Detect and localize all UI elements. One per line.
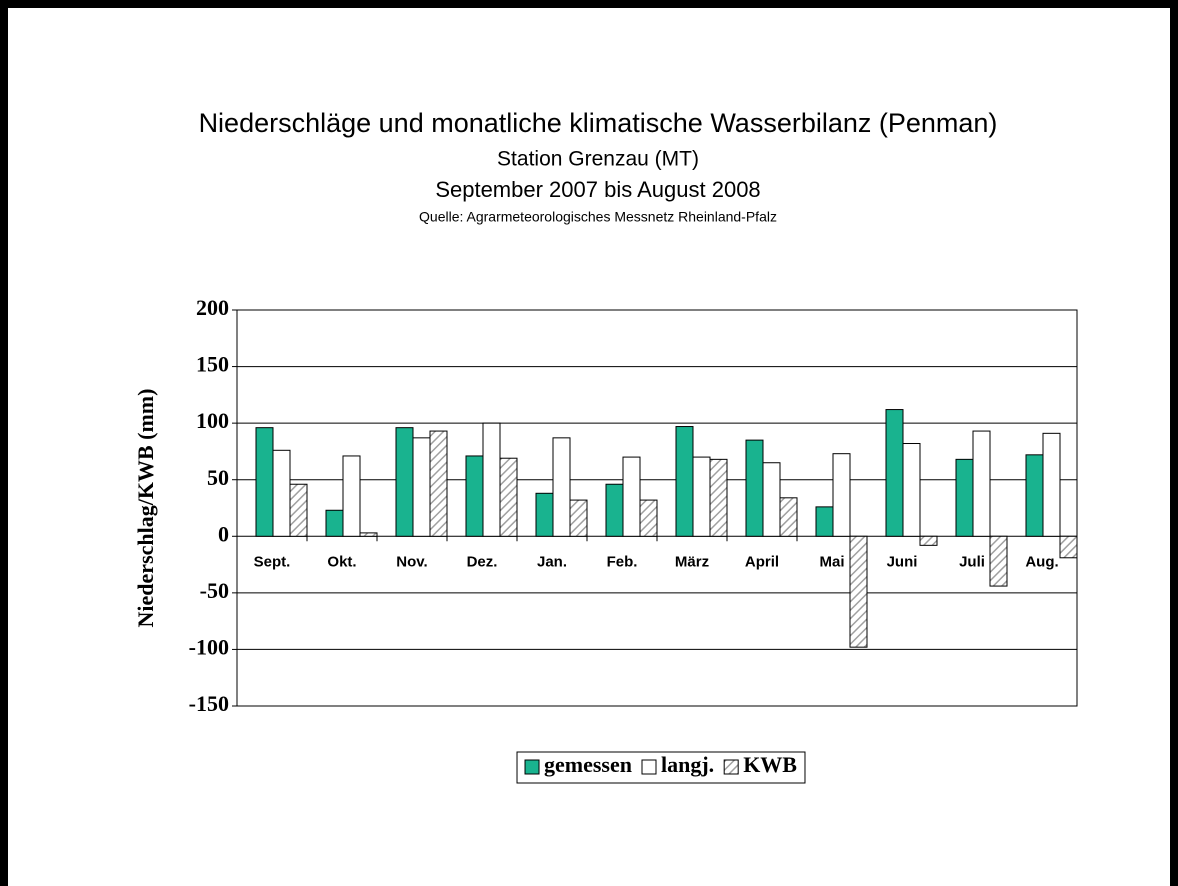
- legend-swatch: [524, 759, 540, 775]
- bar: [465, 455, 484, 537]
- plot-border: [236, 309, 1078, 707]
- x-tick-label: Juni: [887, 553, 918, 570]
- bar: [605, 483, 624, 537]
- bar: [499, 457, 518, 537]
- y-tick-label: -50: [200, 578, 229, 603]
- x-tick-label: März: [675, 553, 709, 570]
- bar: [255, 427, 274, 537]
- bar: [762, 462, 781, 537]
- x-tick-label: Mai: [819, 553, 844, 570]
- x-tick-label: Sept.: [254, 553, 291, 570]
- x-tick-label: Feb.: [607, 553, 638, 570]
- bar: [342, 455, 361, 537]
- x-tick-label: Nov.: [396, 553, 427, 570]
- x-tick-label: Jan.: [537, 553, 567, 570]
- x-tick-label: Okt.: [327, 553, 356, 570]
- x-tick-label: Aug.: [1025, 553, 1058, 570]
- y-tick-label: 200: [196, 295, 229, 320]
- bar: [692, 456, 711, 537]
- bar: [325, 509, 344, 537]
- bar: [429, 430, 448, 537]
- bar: [1042, 432, 1061, 537]
- chart-subtitle: September 2007 bis August 2008: [435, 177, 760, 202]
- bar: [272, 449, 291, 537]
- y-tick-label: 0: [218, 521, 229, 546]
- bar: [779, 497, 798, 537]
- legend-label: KWB: [743, 752, 797, 777]
- bar: [622, 456, 641, 537]
- bar: [1025, 454, 1044, 537]
- y-tick-label: 100: [196, 408, 229, 433]
- y-tick-label: 150: [196, 352, 229, 377]
- bar: [359, 532, 378, 537]
- y-tick-label: 50: [207, 465, 229, 490]
- x-tick-label: Juli: [959, 553, 985, 570]
- bar: [1059, 535, 1078, 559]
- bar: [955, 458, 974, 537]
- bar: [639, 499, 658, 537]
- bar: [902, 443, 921, 537]
- chart-title: Niederschläge und monatliche klimatische…: [199, 108, 998, 138]
- bar: [709, 458, 728, 537]
- y-axis-label: Niederschlag/KWB (mm): [133, 389, 158, 628]
- bar: [919, 535, 938, 546]
- x-tick-label: April: [745, 553, 779, 570]
- bar: [745, 439, 764, 537]
- y-tick-label: -100: [189, 634, 229, 659]
- chart-source: Quelle: Agrarmeteorologisches Messnetz R…: [419, 209, 777, 225]
- bar: [289, 483, 308, 537]
- bar: [832, 453, 851, 537]
- y-tick-label: -150: [189, 691, 229, 716]
- bar: [815, 506, 834, 537]
- bar: [412, 437, 431, 537]
- bar: [675, 426, 694, 537]
- bar: [569, 499, 588, 537]
- legend-label: langj.: [661, 752, 714, 777]
- bar: [885, 409, 904, 537]
- legend-swatch: [641, 759, 657, 775]
- legend-swatch: [723, 759, 739, 775]
- legend-label: gemessen: [544, 752, 632, 777]
- bar: [552, 437, 571, 537]
- x-tick-label: Dez.: [467, 553, 498, 570]
- bar: [849, 535, 868, 648]
- legend-box: [516, 751, 806, 784]
- bar: [395, 427, 414, 537]
- bar: [535, 492, 554, 537]
- bar: [482, 422, 501, 537]
- chart-subtitle: Station Grenzau (MT): [497, 148, 699, 171]
- bar: [989, 535, 1008, 587]
- bar: [972, 430, 991, 537]
